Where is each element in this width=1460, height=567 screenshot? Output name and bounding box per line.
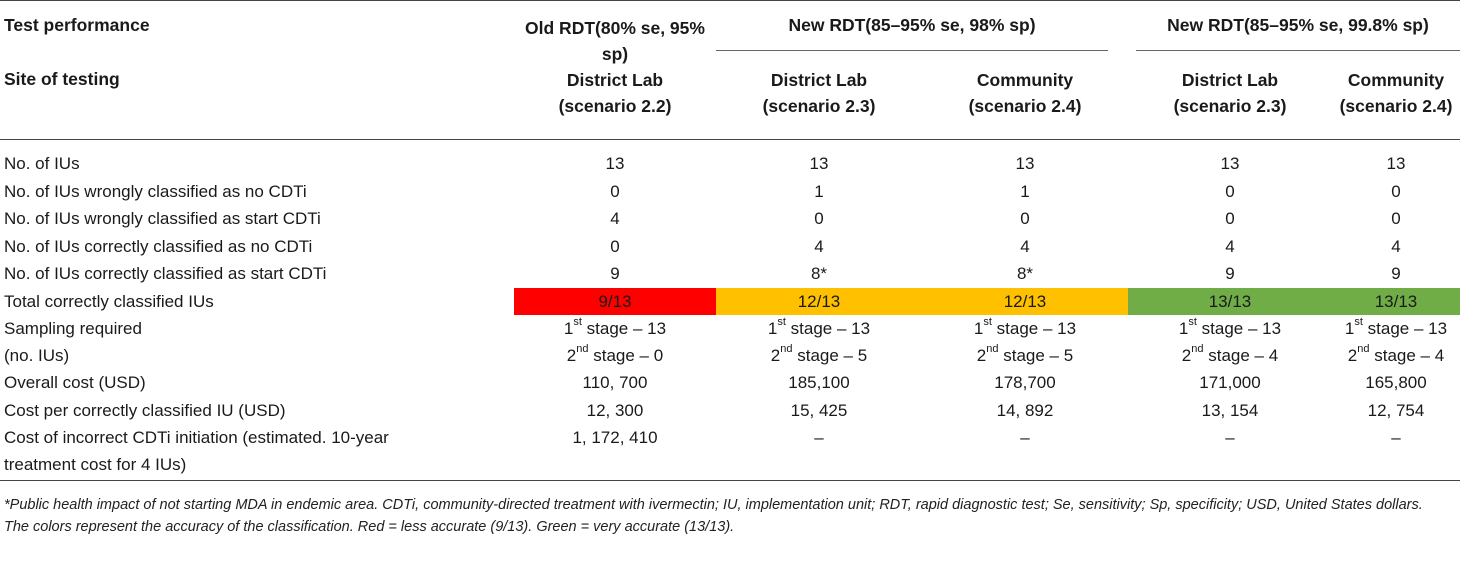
row-label: Overall cost (USD)	[4, 373, 146, 392]
table-cell: 185,100	[788, 373, 850, 392]
footnote-abbreviations: *Public health impact of not starting MD…	[4, 497, 1423, 513]
table-cell: 8*	[810, 264, 828, 283]
table-cell: 0	[1225, 181, 1235, 201]
row-label: No. of IUs correctly classified as no CD…	[4, 236, 313, 256]
table-row: Overall cost (USD) 110, 700 185,100 178,…	[0, 369, 1460, 397]
table-cell: 1, 172, 410	[514, 424, 716, 481]
header-site-1: District Lab (scenario 2.2)	[514, 67, 716, 140]
table-cell: 0	[1391, 209, 1401, 228]
table-cell: 15, 425	[790, 400, 848, 420]
table-cell: 110, 700	[582, 373, 648, 392]
table-cell: 4	[1391, 236, 1401, 256]
header-row-site: Site of testing District Lab (scenario 2…	[0, 67, 1460, 140]
table-row: No. of IUs correctly classified as start…	[0, 260, 1460, 288]
accuracy-cell-green: 13/13	[1332, 287, 1460, 315]
table-cell: 0	[610, 181, 620, 201]
table-cell: 1	[1020, 181, 1030, 201]
table-cell: 8*	[1016, 264, 1034, 283]
table-cell: 12, 300	[586, 400, 644, 420]
table-cell: 4	[814, 236, 824, 256]
sampling-cell: 1st stage – 13 2nd stage – 0	[563, 316, 667, 365]
results-table: Test performance Old RDT(80% se, 95% sp)…	[0, 0, 1460, 481]
header-label-test-performance: Test performance	[4, 15, 150, 35]
table-cell: 165,800	[1365, 373, 1427, 392]
table-cell: 0	[1225, 209, 1235, 228]
table-cell: 171,000	[1199, 373, 1261, 392]
table-cell: 13	[605, 154, 625, 173]
header-site-3: Community (scenario 2.4)	[922, 67, 1128, 140]
table-row: Cost per correctly classified IU (USD) 1…	[0, 397, 1460, 425]
table-cell: 13	[809, 154, 829, 173]
table-cell: 9	[1225, 264, 1235, 283]
row-label: Total correctly classified IUs	[4, 291, 214, 311]
row-label: Cost per correctly classified IU (USD)	[4, 400, 286, 420]
table-cell: 178,700	[994, 373, 1056, 392]
row-label: No. of IUs	[4, 154, 80, 173]
footnote-colors: The colors represent the accuracy of the…	[4, 519, 735, 535]
header-site-2: District Lab (scenario 2.3)	[716, 67, 922, 140]
table-cell: 0	[610, 236, 620, 256]
accuracy-cell-red: 9/13	[514, 287, 716, 315]
table-cell: –	[922, 424, 1128, 481]
accuracy-cell-green: 13/13	[1128, 287, 1332, 315]
table-cell: –	[1332, 424, 1460, 481]
table-cell: 4	[1225, 236, 1235, 256]
table-row-total-correct: Total correctly classified IUs 9/13 12/1…	[0, 287, 1460, 315]
table-cell: 12, 754	[1367, 400, 1425, 420]
row-label: No. of IUs wrongly classified as start C…	[4, 209, 321, 228]
table-row: No. of IUs wrongly classified as start C…	[0, 205, 1460, 233]
accuracy-cell-orange: 12/13	[922, 287, 1128, 315]
table-cell: 4	[610, 209, 620, 228]
table-cell: 0	[814, 209, 824, 228]
header-old-rdt: Old RDT(80% se, 95% sp)	[525, 18, 705, 64]
header-new-rdt-98: New RDT(85–95% se, 98% sp)	[716, 15, 1108, 51]
header-site-4: District Lab (scenario 2.3)	[1128, 67, 1332, 140]
sampling-cell: 1st stage – 13 2nd stage – 5	[767, 316, 871, 365]
table-cell: 9	[610, 264, 620, 283]
header-label-site: Site of testing	[0, 67, 514, 140]
row-label: No. of IUs wrongly classified as no CDTi	[4, 181, 307, 201]
table-cell: 9	[1391, 264, 1401, 283]
table-cell: 13	[1015, 154, 1035, 173]
table-cell: 14, 892	[996, 400, 1054, 420]
table-row: No. of IUs correctly classified as no CD…	[0, 233, 1460, 261]
table-row-sampling: Sampling required (no. IUs) 1st stage – …	[0, 315, 1460, 369]
table-cell: –	[1128, 424, 1332, 481]
table-row-incorrect-cost: Cost of incorrect CDTi initiation (estim…	[0, 424, 1460, 481]
table-cell: 1	[814, 181, 824, 201]
table-cell: 13	[1386, 154, 1406, 173]
row-label: Sampling required (no. IUs)	[4, 319, 142, 365]
row-label: No. of IUs correctly classified as start…	[4, 264, 327, 283]
table-cell: 0	[1020, 209, 1030, 228]
header-site-5: Community (scenario 2.4)	[1332, 67, 1460, 140]
table-cell: 0	[1391, 181, 1401, 201]
table-cell: 13, 154	[1201, 400, 1259, 420]
header-row-test-performance: Test performance Old RDT(80% se, 95% sp)…	[0, 0, 1460, 68]
sampling-cell: 1st stage – 13 2nd stage – 4	[1344, 316, 1448, 365]
table-cell: 4	[1020, 236, 1030, 256]
table-row: No. of IUs wrongly classified as no CDTi…	[0, 178, 1460, 206]
row-label: Cost of incorrect CDTi initiation (estim…	[0, 424, 514, 481]
table-cell: 13	[1220, 154, 1240, 173]
table-row: No. of IUs 13 13 13 13 13	[0, 150, 1460, 178]
header-new-rdt-99-8: New RDT(85–95% se, 99.8% sp)	[1136, 15, 1460, 51]
table-cell: –	[716, 424, 922, 481]
accuracy-cell-orange: 12/13	[716, 287, 922, 315]
sampling-cell: 1st stage – 13 2nd stage – 4	[1178, 316, 1282, 365]
table-footnotes: *Public health impact of not starting MD…	[4, 494, 1454, 538]
sampling-cell: 1st stage – 13 2nd stage – 5	[973, 316, 1077, 365]
